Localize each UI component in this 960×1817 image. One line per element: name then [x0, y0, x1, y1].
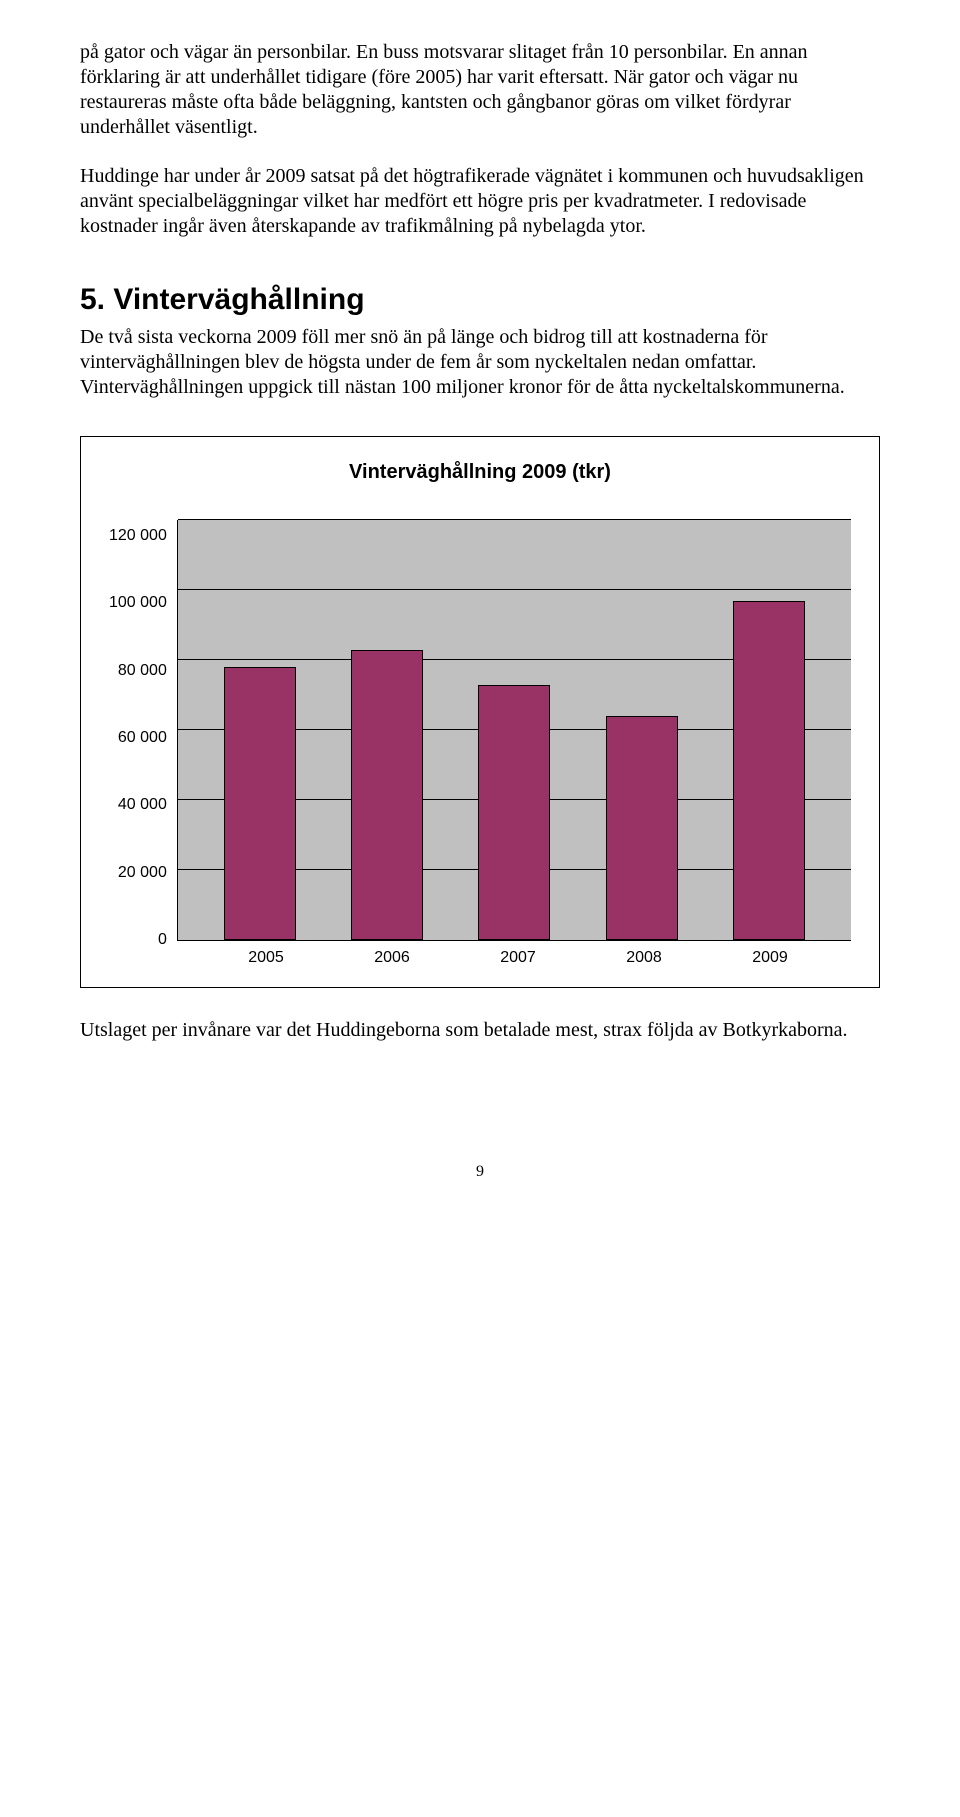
y-tick-label: 60 000: [109, 730, 167, 746]
x-tick-label: 2007: [482, 949, 554, 967]
plot-area: [177, 520, 851, 941]
x-axis: 2005 2006 2007 2008 2009: [185, 941, 851, 967]
y-tick-label: 120 000: [109, 528, 167, 544]
paragraph-1: på gator och vägar än personbilar. En bu…: [80, 40, 880, 140]
chart-area: 120 000 100 000 80 000 60 000 40 000 20 …: [109, 520, 851, 941]
chart-container: Vinterväghållning 2009 (tkr) 120 000 100…: [80, 436, 880, 988]
bar: [733, 601, 805, 941]
chart-title: Vinterväghållning 2009 (tkr): [109, 461, 851, 484]
document-page: på gator och vägar än personbilar. En bu…: [0, 0, 960, 1241]
x-tick-label: 2006: [356, 949, 428, 967]
y-axis: 120 000 100 000 80 000 60 000 40 000 20 …: [109, 520, 177, 940]
bar: [351, 650, 423, 940]
bar: [606, 716, 678, 940]
section-heading: 5. Vinterväghållning: [80, 283, 880, 317]
x-tick-label: 2009: [734, 949, 806, 967]
y-tick-label: 20 000: [109, 865, 167, 881]
y-tick-label: 100 000: [109, 595, 167, 611]
y-tick-label: 80 000: [109, 663, 167, 679]
x-tick-label: 2008: [608, 949, 680, 967]
page-number: 9: [80, 1163, 880, 1181]
y-tick-label: 40 000: [109, 797, 167, 813]
y-tick-label: 0: [109, 932, 167, 948]
x-tick-label: 2005: [230, 949, 302, 967]
paragraph-4: Utslaget per invånare var det Huddingebo…: [80, 1018, 880, 1043]
bar: [478, 685, 550, 941]
paragraph-2: Huddinge har under år 2009 satsat på det…: [80, 164, 880, 239]
paragraph-3: De två sista veckorna 2009 föll mer snö …: [80, 325, 880, 400]
bars-group: [178, 520, 851, 940]
bar: [224, 667, 296, 940]
x-axis-wrap: 2005 2006 2007 2008 2009: [185, 941, 851, 967]
